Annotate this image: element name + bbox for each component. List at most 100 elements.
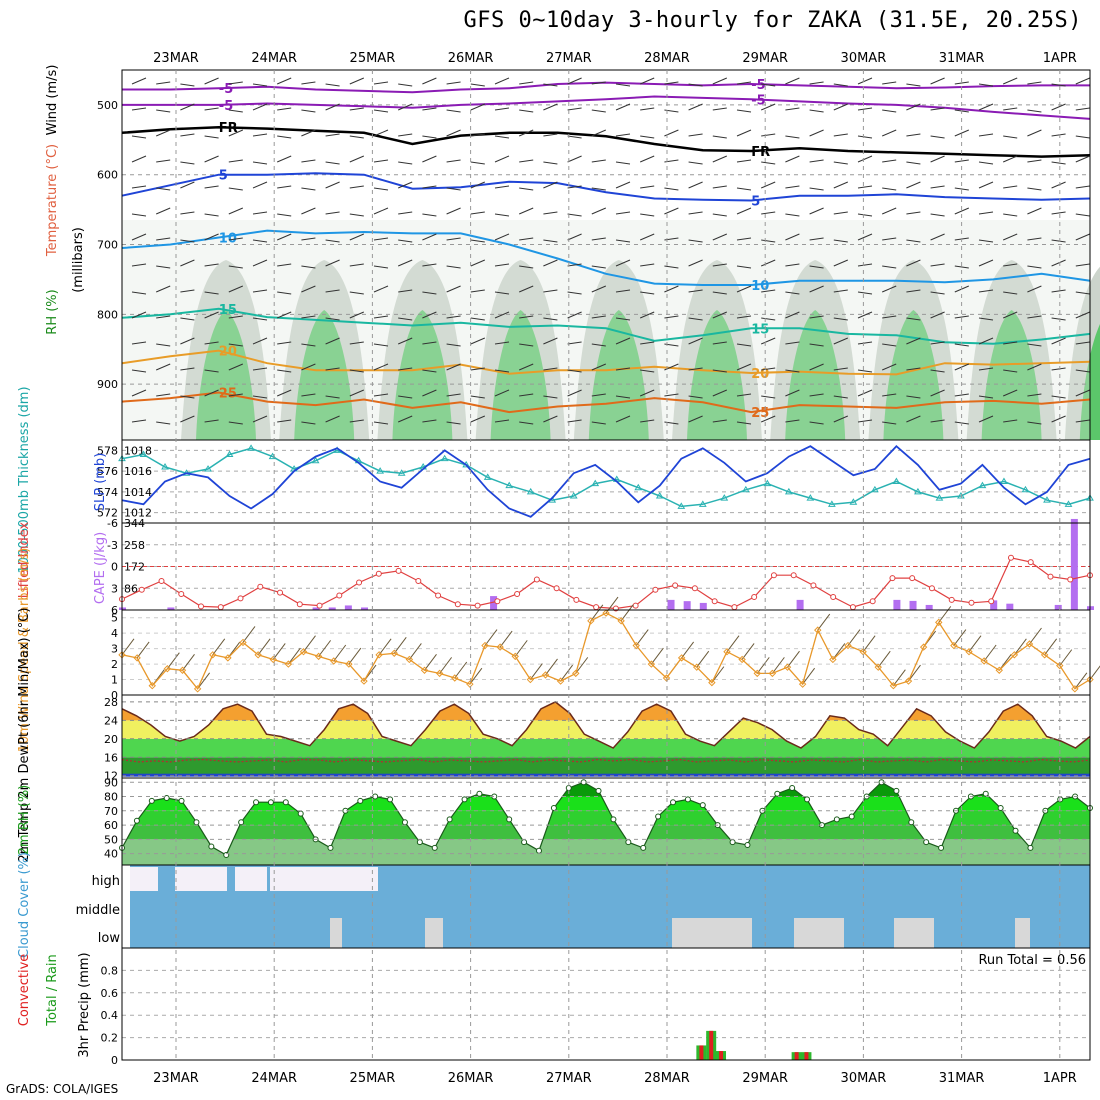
li-point (553, 585, 560, 592)
wind-barb (761, 415, 776, 423)
wind-barb (301, 159, 316, 163)
cape-bar (328, 607, 336, 610)
wind-barb (228, 315, 243, 319)
li-point (316, 602, 323, 609)
wind-barb (862, 635, 876, 653)
pressure-tick: 600 (97, 169, 118, 182)
wind-barb (180, 161, 195, 165)
wind-point (1056, 661, 1064, 670)
wind-barb (688, 133, 703, 137)
wind-barb (494, 233, 510, 241)
wind-barb (938, 606, 952, 623)
wind-barb (712, 155, 727, 163)
temp-tick: 12 (104, 770, 118, 783)
wind-barb (422, 185, 437, 189)
li-point (731, 604, 738, 611)
wind-barb (712, 77, 727, 85)
rh-point (610, 816, 617, 823)
wind-barb (228, 285, 243, 293)
thickness-point (914, 487, 922, 495)
wind-barb (494, 263, 510, 267)
wind-barb (953, 629, 967, 646)
wind-barb (131, 107, 147, 111)
wind-barb (930, 233, 945, 241)
run-total-label: Run Total = 0.56 (978, 953, 1086, 968)
wind-barb (978, 395, 994, 399)
cloud-axis-label: Cloud Cover (%) (17, 852, 32, 958)
cloud-tick: middle (76, 903, 120, 918)
wind-barb (615, 211, 631, 215)
wind-barb (1075, 341, 1090, 345)
wind-barb (156, 285, 171, 293)
rh-point (684, 796, 691, 803)
wind-barb (325, 161, 340, 165)
wind-barb (373, 207, 389, 215)
wind-barb (1075, 107, 1090, 111)
wind-barb (1027, 343, 1042, 347)
wind-barb (252, 133, 268, 137)
wind-barb (1013, 638, 1027, 656)
wind-point (723, 648, 731, 656)
wind-barb (857, 233, 873, 241)
wind-barb (252, 181, 268, 189)
wind-barb (484, 629, 498, 646)
wind-barb (1051, 83, 1066, 87)
wind-barb (519, 343, 534, 347)
wind-barb (930, 135, 945, 139)
wind-barb (325, 211, 340, 215)
thickness-point (978, 481, 987, 489)
precip-conv-label: Convective (17, 954, 32, 1027)
wind-barb (1051, 337, 1066, 345)
wind-barb (978, 259, 994, 267)
rh-point (401, 819, 408, 826)
thickness-axis-label: 1000-500mb Thickness (dm) (17, 386, 32, 573)
temp-contour (121, 125, 1091, 158)
wind-barb (348, 647, 362, 665)
wind-barb (1051, 367, 1066, 371)
cloud-low (1015, 918, 1030, 948)
contour-label: 20 (751, 367, 769, 382)
wind-barb (591, 285, 606, 293)
wind-barb (349, 107, 364, 111)
contour-label: 25 (219, 387, 237, 402)
precip-tick: 0.4 (101, 1009, 119, 1022)
rh-point (297, 810, 304, 817)
thickness-point (161, 463, 169, 470)
wind-barb (349, 233, 364, 241)
cloud-high (290, 867, 320, 891)
wind-barb (301, 187, 316, 191)
date-label-top: 28MAR (644, 51, 690, 66)
wind-barb (681, 641, 695, 659)
wind-barb (1027, 109, 1042, 113)
wind-point (314, 652, 323, 661)
wind-barb (422, 419, 437, 423)
li-point (514, 591, 521, 598)
wind-point (950, 641, 958, 650)
wind-barb (277, 419, 292, 423)
panel-frame (121, 609, 1091, 696)
li-point (198, 603, 205, 610)
wind-barb (906, 103, 921, 111)
temp-contour (122, 81, 1090, 94)
wind-barb (277, 233, 292, 241)
wind-barb (277, 291, 292, 295)
wind-barb (567, 341, 582, 345)
wind-point (193, 685, 202, 693)
wind-barb (349, 311, 364, 319)
wind-barb (180, 289, 195, 293)
wind-barb (1027, 315, 1042, 319)
wind-barb (529, 663, 543, 680)
wind-barb (180, 103, 195, 111)
cape-bar (893, 599, 901, 610)
wind-barb (785, 155, 800, 163)
wind-barb (408, 643, 422, 660)
thickness-point (634, 483, 643, 491)
wind-barb (664, 285, 679, 293)
wind-barb (908, 664, 921, 682)
wind-barb (615, 181, 631, 189)
precip-conv-bar (699, 1045, 704, 1060)
wind-barb (591, 393, 606, 397)
rh-point (148, 797, 155, 804)
wind-barb (615, 239, 631, 243)
wind-point (330, 657, 338, 665)
